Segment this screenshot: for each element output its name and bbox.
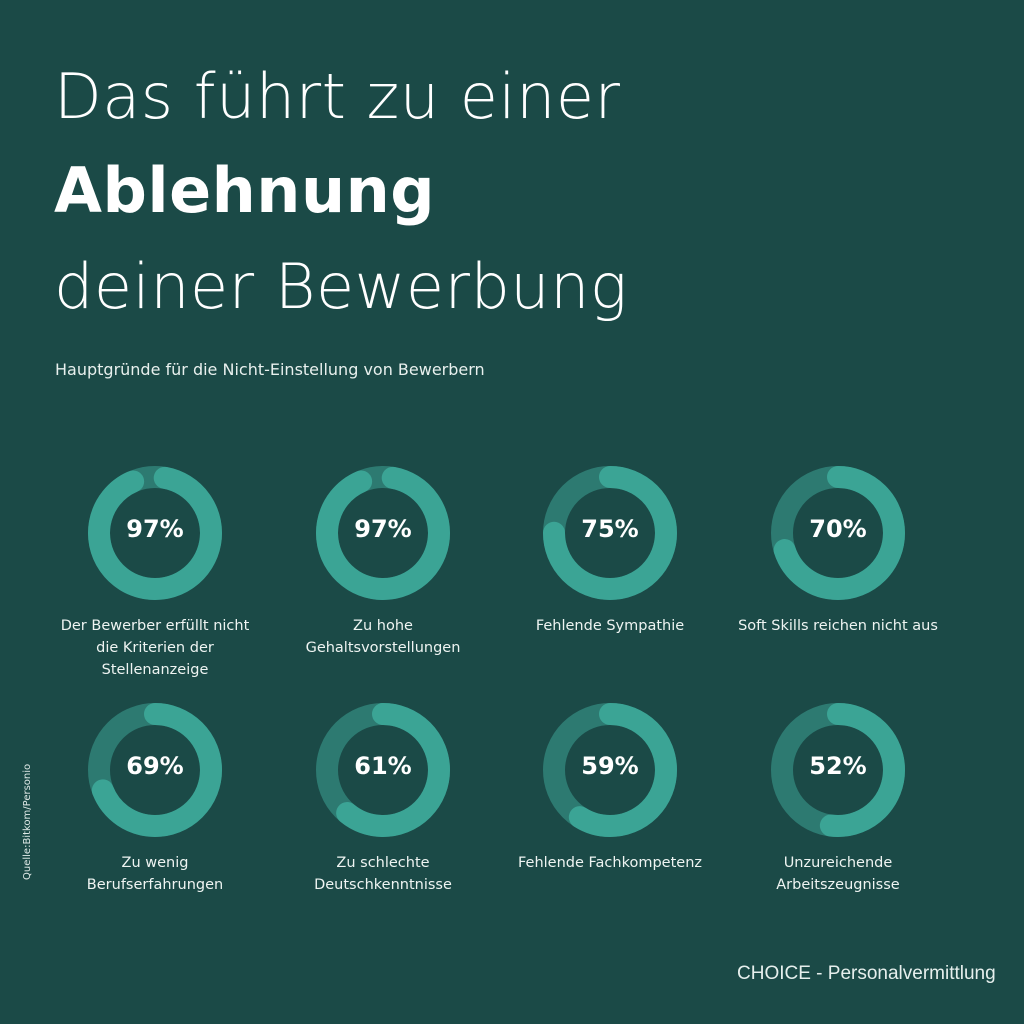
donut-item: 52% Unzureichende Arbeitszeugnisse <box>724 700 952 896</box>
donut-item: 59% Fehlende Fachkompetenz <box>496 700 724 874</box>
brand-logo: CHOICE - Personalvermittlung <box>737 963 996 984</box>
donut-chart: 59% <box>540 700 680 840</box>
title-line-2: Ablehnung <box>54 154 436 227</box>
percent-label: 69% <box>126 752 184 780</box>
donut-arc <box>88 466 222 600</box>
donut-caption: Fehlende Sympathie <box>535 618 685 634</box>
donut-chart: 97% <box>313 463 453 603</box>
donut-chart: 75% <box>540 463 680 603</box>
donut-caption: Zu wenig Berufserfahrungen <box>86 855 224 893</box>
percent-label: 97% <box>354 515 412 543</box>
percent-label: 52% <box>809 752 867 780</box>
donut-arc <box>316 466 450 600</box>
title-line-1: Das führt zu einer <box>54 60 621 133</box>
donut-caption: Unzureichende Arbeitszeugnisse <box>776 855 900 893</box>
donut-caption: Zu hohe Gehaltsvorstellungen <box>305 618 461 656</box>
donut-arc <box>543 703 677 837</box>
donut-chart: 70% <box>768 463 908 603</box>
donut-caption: Fehlende Fachkompetenz <box>518 855 702 871</box>
donut-arc <box>543 466 677 600</box>
donut-arc <box>771 466 905 600</box>
donut-chart: 97% <box>85 463 225 603</box>
percent-label: 75% <box>581 515 639 543</box>
donut-item: 69% Zu wenig Berufserfahrungen <box>41 700 269 896</box>
percent-label: 70% <box>809 515 867 543</box>
donut-item: 61% Zu schlechte Deutschkenntnisse <box>269 700 497 896</box>
percent-label: 61% <box>354 752 412 780</box>
donut-item: 97% Der Bewerber erfüllt nicht die Kriter… <box>41 463 269 681</box>
donut-caption: Zu schlechte Deutschkenntnisse <box>314 855 452 893</box>
donut-item: 70% Soft Skills reichen nicht aus <box>724 463 952 637</box>
percent-label: 97% <box>126 515 184 543</box>
percent-label: 59% <box>581 752 639 780</box>
donut-arc <box>316 703 450 837</box>
donut-caption: Soft Skills reichen nicht aus <box>738 618 938 634</box>
donut-item: 97% Zu hohe Gehaltsvorstellungen <box>269 463 497 659</box>
donut-chart: 52% <box>768 700 908 840</box>
donut-chart: 69% <box>85 700 225 840</box>
donut-arc <box>88 703 222 837</box>
title-line-3: deiner Bewerbung <box>54 250 628 323</box>
subtitle: Hauptgründe für die Nicht-Einstellung vo… <box>55 360 485 379</box>
source-note: Quelle:Bitkom/Personio <box>22 763 33 880</box>
donut-item: 75% Fehlende Sympathie <box>496 463 724 637</box>
donut-caption: Der Bewerber erfüllt nicht die Kriterien… <box>60 618 250 678</box>
donut-chart: 61% <box>313 700 453 840</box>
donut-arc <box>771 703 905 837</box>
